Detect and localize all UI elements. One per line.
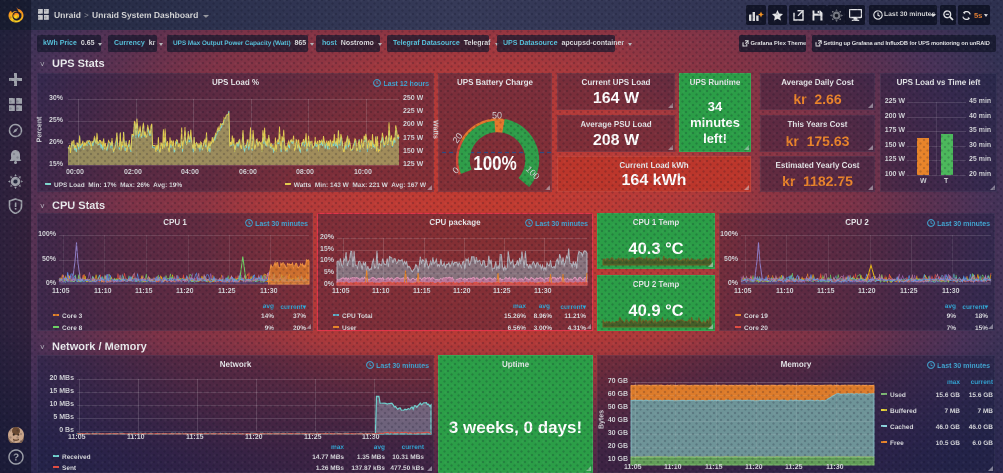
svg-text:20: 20 xyxy=(451,131,465,145)
svg-text:?: ? xyxy=(13,453,19,464)
svg-text:0: 0 xyxy=(450,165,461,176)
svg-text:50: 50 xyxy=(492,111,502,121)
